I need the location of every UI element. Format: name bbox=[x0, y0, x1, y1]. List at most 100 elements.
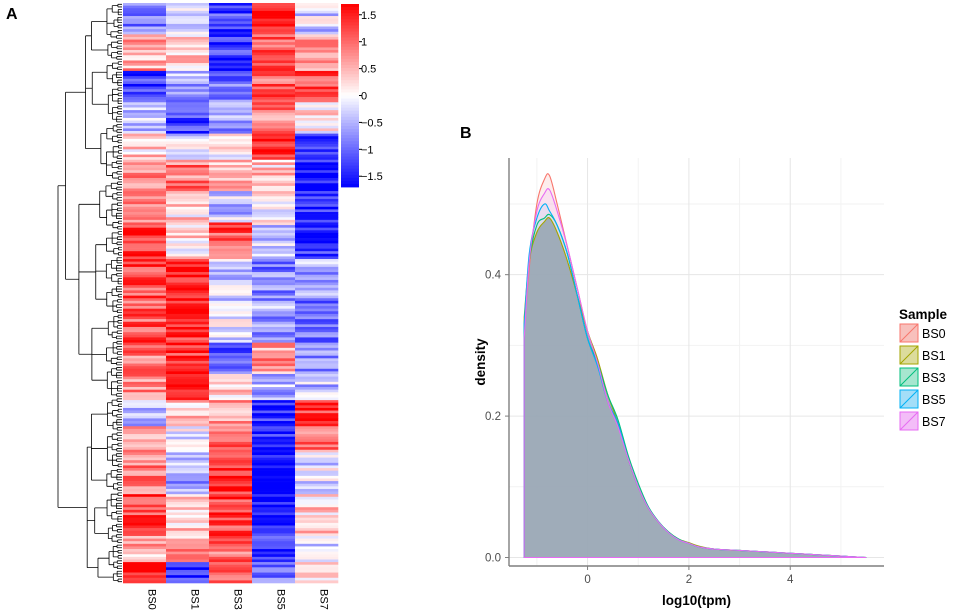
heatmap-cell bbox=[209, 350, 253, 354]
heatmap-cell bbox=[166, 180, 210, 184]
heatmap-cell bbox=[123, 151, 167, 155]
heatmap-cell bbox=[166, 274, 210, 278]
heatmap-cell bbox=[166, 144, 210, 147]
heatmap-cell bbox=[166, 238, 210, 242]
heatmap-cell bbox=[252, 379, 296, 383]
heatmap-cell bbox=[252, 83, 296, 87]
heatmap-cell bbox=[123, 97, 167, 100]
heatmap-cell bbox=[295, 29, 339, 33]
colorbar-segment bbox=[341, 10, 359, 14]
heatmap-cell bbox=[252, 217, 296, 221]
heatmap-cell bbox=[123, 117, 167, 121]
heatmap-cell bbox=[166, 23, 210, 27]
heatmap-cell bbox=[209, 115, 253, 119]
heatmap-cell bbox=[209, 110, 253, 114]
heatmap-cell bbox=[209, 287, 253, 291]
heatmap-cell bbox=[252, 188, 296, 192]
heatmap-cell bbox=[295, 201, 339, 205]
heatmap-cell bbox=[166, 261, 210, 265]
heatmap-cell bbox=[166, 468, 210, 471]
heatmap-cell bbox=[295, 164, 339, 168]
heatmap-cell bbox=[166, 138, 210, 142]
heatmap-cell bbox=[166, 575, 210, 579]
heatmap-cell bbox=[295, 321, 339, 325]
colorbar-segment bbox=[341, 180, 359, 185]
heatmap-cell bbox=[209, 282, 253, 286]
heatmap-cell bbox=[209, 366, 253, 370]
heatmap-cell bbox=[252, 3, 296, 6]
heatmap-cell bbox=[209, 5, 253, 9]
heatmap-cell bbox=[295, 232, 339, 236]
colorbar-segment bbox=[341, 162, 359, 167]
heatmap-cell bbox=[209, 413, 253, 417]
heatmap-cell bbox=[295, 76, 339, 80]
heatmap-cell bbox=[123, 543, 167, 547]
heatmap-cell bbox=[123, 415, 167, 419]
colorbar-segment bbox=[341, 86, 359, 90]
heatmap-cell bbox=[295, 306, 339, 309]
heatmap-cell bbox=[209, 274, 253, 278]
heatmap-cell bbox=[209, 342, 253, 346]
heatmap-cell bbox=[295, 478, 339, 482]
heatmap-cell bbox=[209, 468, 253, 471]
heatmap-cell bbox=[166, 509, 210, 513]
heatmap-cell bbox=[252, 347, 296, 351]
heatmap-cell bbox=[295, 238, 339, 242]
heatmap-cell bbox=[295, 149, 339, 153]
colorbar-segment bbox=[341, 183, 359, 188]
heatmap-cell bbox=[252, 444, 296, 448]
heatmap-cell bbox=[123, 494, 167, 498]
heatmap-cell bbox=[209, 31, 253, 35]
heatmap-cell bbox=[123, 475, 167, 479]
heatmap-cell bbox=[209, 507, 253, 511]
heatmap-cell bbox=[252, 413, 296, 417]
heatmap-cell bbox=[123, 358, 167, 362]
heatmap-cell bbox=[166, 117, 210, 121]
heatmap-cell bbox=[209, 279, 253, 283]
heatmap-cell bbox=[209, 313, 253, 317]
heatmap-cell bbox=[295, 290, 339, 294]
heatmap-cell bbox=[252, 447, 296, 451]
heatmap-cell bbox=[209, 499, 253, 503]
heatmap-cell bbox=[295, 170, 339, 174]
colorbar-segment bbox=[341, 150, 359, 154]
heatmap-cell bbox=[252, 434, 296, 437]
heatmap-cell bbox=[166, 334, 210, 338]
heatmap-cell bbox=[123, 167, 167, 171]
heatmap-cell bbox=[209, 277, 253, 281]
heatmap-cell bbox=[123, 321, 167, 325]
heatmap-cell bbox=[209, 162, 253, 166]
heatmap-cell bbox=[166, 3, 210, 6]
heatmap-cell bbox=[209, 494, 253, 498]
heatmap-cell bbox=[209, 76, 253, 80]
colorbar-segment bbox=[341, 74, 359, 78]
heatmap-cell bbox=[123, 253, 167, 257]
heatmap-cell bbox=[123, 426, 167, 430]
heatmap-cell bbox=[209, 157, 253, 161]
heatmap-cell bbox=[166, 235, 210, 239]
heatmap-cell bbox=[209, 470, 253, 474]
heatmap-cell bbox=[209, 384, 253, 388]
colorbar-segment bbox=[341, 55, 359, 60]
heatmap-cell bbox=[166, 410, 210, 414]
heatmap-cell bbox=[166, 188, 210, 192]
heatmap-cell bbox=[209, 102, 253, 106]
heatmap-cell bbox=[252, 345, 296, 349]
heatmap-cell bbox=[209, 188, 253, 192]
heatmap-cell bbox=[209, 86, 253, 90]
heatmap-cell bbox=[123, 89, 167, 93]
heatmap-cell bbox=[209, 178, 253, 181]
heatmap-cell bbox=[209, 389, 253, 393]
heatmap-cell bbox=[166, 251, 210, 255]
heatmap-cell bbox=[295, 3, 339, 6]
heatmap-cell bbox=[295, 198, 339, 202]
heatmap-cell bbox=[166, 68, 210, 72]
colorbar-segment bbox=[341, 177, 359, 182]
heatmap-cell bbox=[209, 112, 253, 116]
heatmap-cell bbox=[295, 559, 339, 563]
heatmap-cell bbox=[252, 541, 296, 545]
heatmap-cell bbox=[166, 478, 210, 482]
colorbar-segment bbox=[341, 126, 359, 130]
heatmap-cell bbox=[252, 206, 296, 210]
heatmap-cell bbox=[209, 154, 253, 158]
